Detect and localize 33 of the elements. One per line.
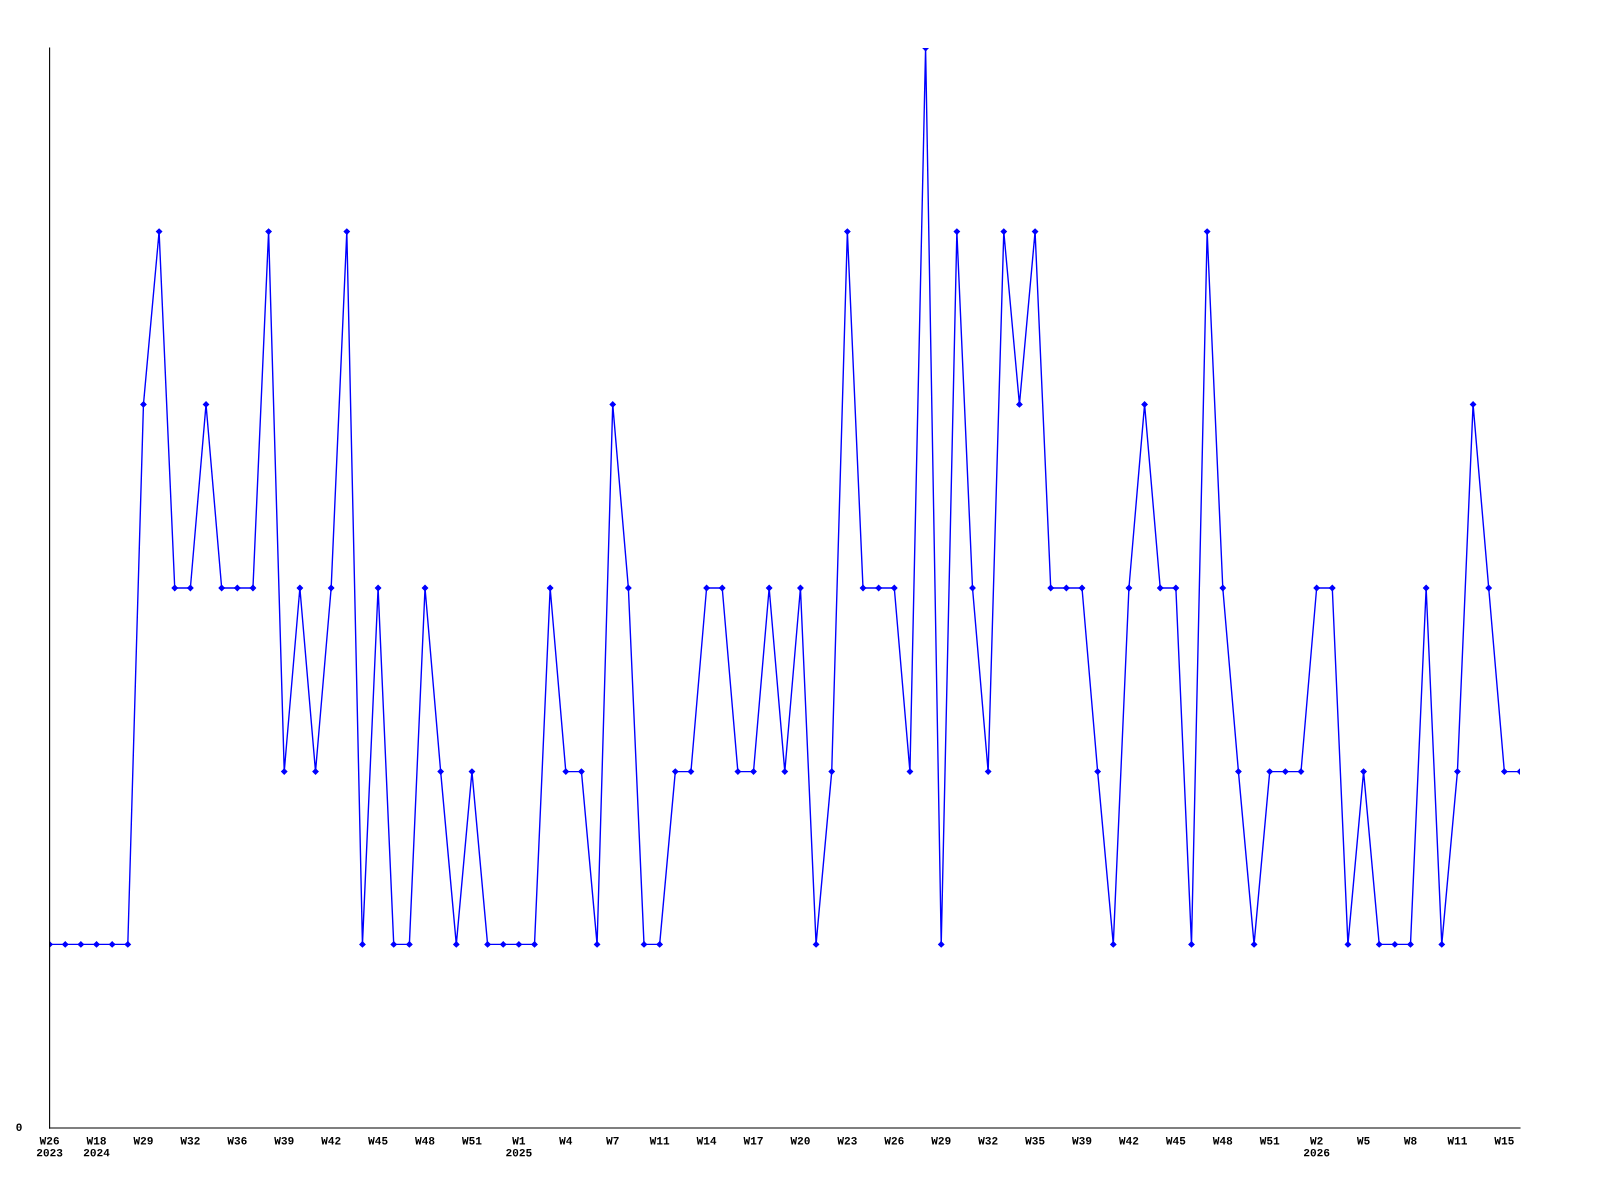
x-tick-label: W32	[180, 1136, 200, 1145]
x-tick-label: W8	[1403, 1136, 1417, 1145]
x-tick-label: W48	[1212, 1136, 1233, 1145]
x-tick-label: W26	[884, 1136, 904, 1145]
x-tick-label: W20	[790, 1136, 810, 1145]
x-tick-label: W51	[461, 1137, 482, 1145]
x-tick-label: W18 2024	[83, 1136, 110, 1157]
x-tick-label: W51	[1259, 1137, 1280, 1145]
x-tick-label: W39	[274, 1136, 294, 1145]
x-tick-label: W45	[1165, 1137, 1186, 1145]
x-tick-label: W35	[1025, 1136, 1045, 1145]
x-tick-label: W48	[415, 1136, 435, 1145]
x-tick-label: W39	[1072, 1136, 1092, 1145]
x-tick-label: W14	[696, 1137, 717, 1145]
x-tick-label: W29	[931, 1136, 951, 1145]
x-tick-label: W1 2025	[506, 1137, 532, 1157]
x-tick-label: W5	[1356, 1137, 1370, 1145]
x-tick-label: W2 2026	[1303, 1136, 1330, 1157]
x-tick-label: W32	[978, 1136, 998, 1145]
x-tick-label: W11	[649, 1137, 670, 1145]
text: 0	[16, 1123, 22, 1131]
x-tick-label: W23	[837, 1136, 857, 1145]
x-tick-label: W36	[227, 1136, 247, 1145]
x-tick-label: W42	[321, 1136, 341, 1145]
x-tick-label: W7	[606, 1137, 619, 1145]
x-tick-label: W42	[1118, 1136, 1139, 1145]
x-tick-label: W4	[559, 1137, 573, 1145]
x-tick-label: W45	[368, 1137, 388, 1145]
x-tick-label: W11	[1447, 1137, 1467, 1145]
x-tick-label: W29	[133, 1136, 153, 1145]
x-tick-label: W26 2023	[36, 1136, 63, 1157]
x-tick-label: W15	[1494, 1137, 1514, 1145]
x-tick-label: W17	[743, 1137, 763, 1145]
